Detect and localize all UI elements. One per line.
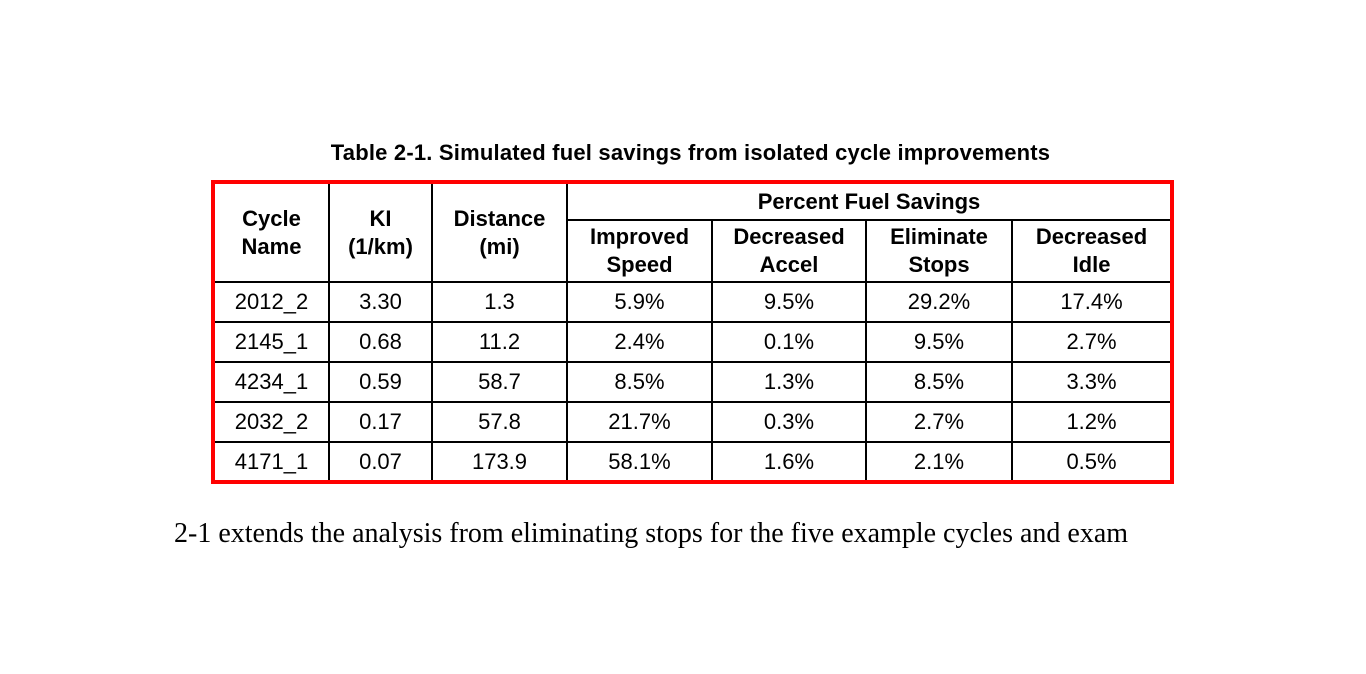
cell-improved-speed: 5.9% xyxy=(566,281,713,323)
header-line: Decreased xyxy=(733,224,845,249)
header-row-top: Cycle Name KI (1/km) Distance (mi) Perce… xyxy=(212,181,1174,283)
cell-ki: 0.68 xyxy=(328,321,433,363)
header-line: (1/km) xyxy=(348,233,413,259)
cell-decreased-idle: 3.3% xyxy=(1010,361,1174,403)
cell-ki: 0.17 xyxy=(328,401,433,443)
header-line: Eliminate xyxy=(890,224,988,249)
cell-eliminate-stops: 2.7% xyxy=(865,401,1013,443)
header-line: KI xyxy=(369,205,392,231)
table-row: 2032_2 0.17 57.8 21.7% 0.3% 2.7% 1.2% xyxy=(212,401,1174,443)
cell-distance: 1.3 xyxy=(431,281,568,323)
cell-cycle-name: 2145_1 xyxy=(212,321,330,363)
header-cell-eliminate-stops: Eliminate Stops xyxy=(865,219,1013,283)
cell-decreased-accel: 0.1% xyxy=(711,321,867,363)
header-cell-decreased-idle: Decreased Idle xyxy=(1010,219,1174,283)
cell-eliminate-stops: 2.1% xyxy=(865,441,1013,483)
cell-ki: 0.59 xyxy=(328,361,433,403)
header-line: (mi) xyxy=(479,233,520,259)
cell-ki: 3.30 xyxy=(328,281,433,323)
cell-cycle-name: 4234_1 xyxy=(212,361,330,403)
cell-decreased-idle: 1.2% xyxy=(1010,401,1174,443)
body-text: 2-1 extends the analysis from eliminatin… xyxy=(174,518,1129,549)
header-line: Cycle xyxy=(242,205,301,231)
header-cell-percent-fuel-savings: Percent Fuel Savings xyxy=(565,181,1174,221)
table-row: 2145_1 0.68 11.2 2.4% 0.1% 9.5% 2.7% xyxy=(212,321,1174,363)
cell-decreased-accel: 1.3% xyxy=(711,361,867,403)
cell-decreased-idle: 17.4% xyxy=(1010,281,1174,323)
header-cell-improved-speed: Improved Speed xyxy=(566,219,713,283)
cell-decreased-accel: 0.3% xyxy=(711,401,867,443)
header-line: Speed xyxy=(606,252,673,277)
cell-improved-speed: 2.4% xyxy=(566,321,713,363)
cell-cycle-name: 2032_2 xyxy=(212,401,330,443)
cell-decreased-idle: 0.5% xyxy=(1010,441,1174,483)
table-row: 4171_1 0.07 173.9 58.1% 1.6% 2.1% 0.5% xyxy=(212,441,1174,483)
cell-ki: 0.07 xyxy=(328,441,433,483)
header-line: Distance xyxy=(453,205,546,231)
header-row-sub: Improved Speed Decreased Accel Eliminate… xyxy=(213,219,1174,283)
header-line: Name xyxy=(241,233,302,259)
table-row: 2012_2 3.30 1.3 5.9% 9.5% 29.2% 17.4% xyxy=(212,281,1174,323)
header-cell-distance: Distance (mi) xyxy=(431,181,568,283)
cell-eliminate-stops: 9.5% xyxy=(865,321,1013,363)
cell-decreased-idle: 2.7% xyxy=(1010,321,1174,363)
cell-improved-speed: 8.5% xyxy=(566,361,713,403)
fuel-savings-table: Cycle Name KI (1/km) Distance (mi) Perce… xyxy=(211,180,1175,484)
cell-cycle-name: 4171_1 xyxy=(212,441,330,483)
header-line: Decreased xyxy=(1035,224,1148,249)
cell-cycle-name: 2012_2 xyxy=(212,281,330,323)
cell-improved-speed: 21.7% xyxy=(566,401,713,443)
cell-decreased-accel: 1.6% xyxy=(711,441,867,483)
header-line: Accel xyxy=(759,252,819,277)
header-cell-decreased-accel: Decreased Accel xyxy=(711,219,867,283)
header-line: Idle xyxy=(1072,252,1111,277)
cell-decreased-accel: 9.5% xyxy=(711,281,867,323)
table-row: 4234_1 0.59 58.7 8.5% 1.3% 8.5% 3.3% xyxy=(212,361,1174,403)
header-cell-cycle-name: Cycle Name xyxy=(212,181,330,283)
table-caption: Table 2-1. Simulated fuel savings from i… xyxy=(330,140,1051,165)
cell-distance: 11.2 xyxy=(431,321,568,363)
header-line: Stops xyxy=(908,252,970,277)
cell-distance: 58.7 xyxy=(431,361,568,403)
header-cell-ki: KI (1/km) xyxy=(328,181,433,283)
cell-eliminate-stops: 8.5% xyxy=(865,361,1013,403)
cell-distance: 173.9 xyxy=(431,441,568,483)
cell-distance: 57.8 xyxy=(431,401,568,443)
cell-improved-speed: 58.1% xyxy=(566,441,713,483)
header-line: Improved xyxy=(589,224,690,249)
cell-eliminate-stops: 29.2% xyxy=(865,281,1013,323)
